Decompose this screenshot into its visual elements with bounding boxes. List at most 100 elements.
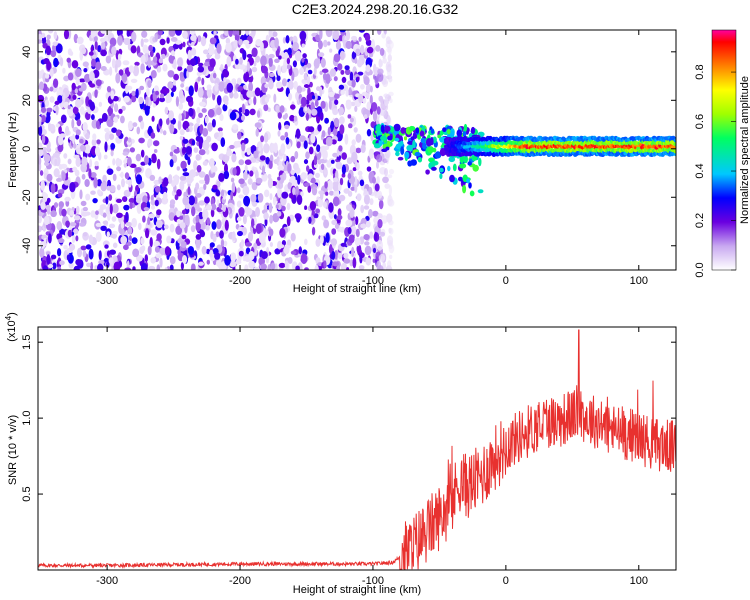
spectrogram-cell <box>387 199 395 207</box>
spectrogram-cell <box>84 179 90 187</box>
spectrogram-cell <box>103 154 108 160</box>
spectrogram-cell <box>131 237 138 245</box>
spectrogram-cell <box>196 117 201 125</box>
spectrogram-cell <box>147 216 151 226</box>
spectrogram-cell <box>276 75 281 82</box>
spectrogram-cell <box>333 117 340 128</box>
spectrogram-cell <box>417 156 423 163</box>
spectrogram-cell <box>376 161 379 169</box>
spectrogram-cell <box>209 158 215 168</box>
spectrogram-cell <box>110 150 114 157</box>
spectrogram-cell <box>404 151 410 159</box>
spectrogram-cell <box>202 160 208 166</box>
spectrogram-cell <box>269 214 273 224</box>
spectrogram-cell <box>312 130 319 136</box>
spectrogram-cell <box>113 261 121 270</box>
spectrogram-cell <box>55 43 63 54</box>
spectrogram-cell <box>242 214 247 225</box>
spectrogram-cell <box>235 140 242 148</box>
spectrogram-cell <box>86 262 91 268</box>
spectrogram-cell <box>143 38 149 43</box>
spectrogram-cell <box>292 41 299 52</box>
spectrogram-cell <box>80 245 87 251</box>
spectrogram-cell <box>118 108 123 114</box>
spectrogram-cell <box>181 255 188 264</box>
spectrogram-cell <box>197 261 204 266</box>
spectrogram-cell <box>100 225 107 231</box>
spectrogram-cell <box>244 159 252 165</box>
spectrogram-cell <box>187 186 191 196</box>
spectrogram-cell <box>69 243 76 251</box>
spectrogram-cell <box>112 95 119 102</box>
spectrogram-cell <box>97 189 102 196</box>
spectrogram-cell <box>42 265 49 270</box>
spectrogram-cell <box>351 139 356 146</box>
spectrogram-cell <box>215 260 221 267</box>
spectrogram-cell <box>269 193 273 201</box>
spectrogram-cell <box>288 93 293 101</box>
spectrogram-cell <box>330 238 338 246</box>
spectrogram-cell <box>260 251 268 260</box>
spectrogram-cell <box>263 104 269 112</box>
spectrogram-cell <box>204 61 211 67</box>
spectrogram-cell <box>348 123 353 129</box>
spectrogram-cell <box>277 130 281 137</box>
spectrogram-cell <box>110 90 115 100</box>
spectrogram-cell <box>56 221 63 231</box>
spectrogram-cell <box>147 80 152 88</box>
spectrogram-cell <box>162 191 168 201</box>
spectrogram-cell <box>72 94 77 100</box>
spectrogram-cell <box>48 233 52 244</box>
colorbar-tick-label: 0.8 <box>694 64 706 79</box>
spectrogram-cell <box>69 210 75 216</box>
spectrogram-cell <box>115 157 121 167</box>
snr-x-tick-label: 100 <box>630 575 648 587</box>
spectrogram-cell <box>117 53 122 60</box>
spectrogram-cell <box>98 250 102 261</box>
spectrogram-cell <box>122 60 130 66</box>
spectrogram-cell <box>283 245 290 255</box>
spectrogram-cell <box>321 68 329 74</box>
spectrogram-cell <box>176 244 180 250</box>
spectrogram-cell <box>223 170 230 180</box>
spectrogram-cell <box>281 78 288 87</box>
spectrogram-cell <box>98 101 103 107</box>
spectrogram-cell <box>138 222 142 231</box>
spectrogram-cell <box>156 158 161 170</box>
spectrogram-cell <box>388 185 392 196</box>
spectrogram-cell <box>138 115 143 123</box>
spectrogram-cell <box>336 214 343 220</box>
spectrogram-cell <box>248 250 255 261</box>
spectrogram-cell <box>159 38 166 46</box>
spectrogram-cell <box>462 131 467 137</box>
spectrogram-cell <box>219 113 224 121</box>
spectrogram-cell <box>212 233 217 243</box>
spectrogram-cell <box>246 61 250 72</box>
spectrogram-x-tick-label: -300 <box>96 275 118 287</box>
spectrogram-cell <box>116 184 121 191</box>
spectrogram-cell <box>249 170 254 177</box>
spectrogram-cell <box>168 110 175 121</box>
spectrogram-cell <box>92 133 97 141</box>
spectrogram-cell <box>365 257 372 266</box>
spectrogram-cell <box>395 151 400 157</box>
spectrogram-cell <box>389 254 393 260</box>
spectrogram-cell <box>264 217 268 227</box>
spectrogram-cell <box>332 196 340 207</box>
spectrogram-cell <box>365 64 371 73</box>
spectrogram-cell <box>462 184 467 194</box>
spectrogram-frame <box>37 29 677 271</box>
spectrogram-cell <box>314 264 319 270</box>
spectrogram-cell <box>100 206 104 217</box>
spectrogram-cell <box>275 81 283 89</box>
spectrogram-cell <box>381 148 388 153</box>
spectrogram-cell <box>304 205 308 210</box>
spectrogram-cell <box>41 115 46 123</box>
spectrogram-cell <box>248 98 253 105</box>
spectrogram-cell <box>344 65 350 71</box>
spectrogram-cell <box>397 156 404 161</box>
spectrogram-cell <box>316 144 321 152</box>
spectrogram-cell <box>383 93 389 98</box>
spectrogram-cell <box>300 172 307 181</box>
spectrogram-cell <box>311 95 316 100</box>
